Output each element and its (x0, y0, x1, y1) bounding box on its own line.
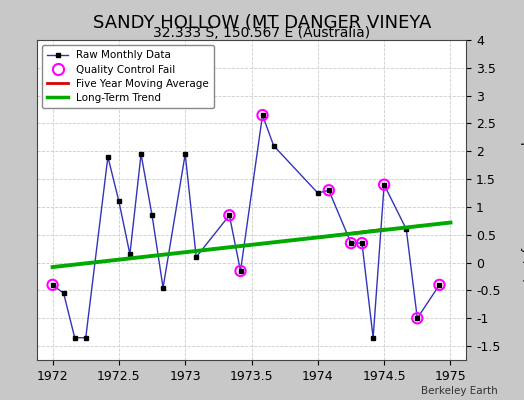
Text: Berkeley Earth: Berkeley Earth (421, 386, 498, 396)
Point (347, 240, 355, 246)
Point (358, 240, 366, 246)
Point (325, 187, 333, 194)
Point (413, 315, 421, 322)
Point (258, 112, 267, 118)
Text: SANDY HOLLOW (MT DANGER VINEYA: SANDY HOLLOW (MT DANGER VINEYA (93, 14, 431, 32)
Point (48, 282, 57, 288)
Text: 32.333 S, 150.567 E (Australia): 32.333 S, 150.567 E (Australia) (154, 26, 370, 40)
Y-axis label: Temperature Anomaly (°C): Temperature Anomaly (°C) (520, 116, 524, 284)
Point (435, 282, 444, 288)
Legend: Raw Monthly Data, Quality Control Fail, Five Year Moving Average, Long-Term Tren: Raw Monthly Data, Quality Control Fail, … (42, 45, 214, 108)
Point (380, 182, 388, 188)
Point (225, 212, 234, 218)
Point (236, 268, 245, 274)
